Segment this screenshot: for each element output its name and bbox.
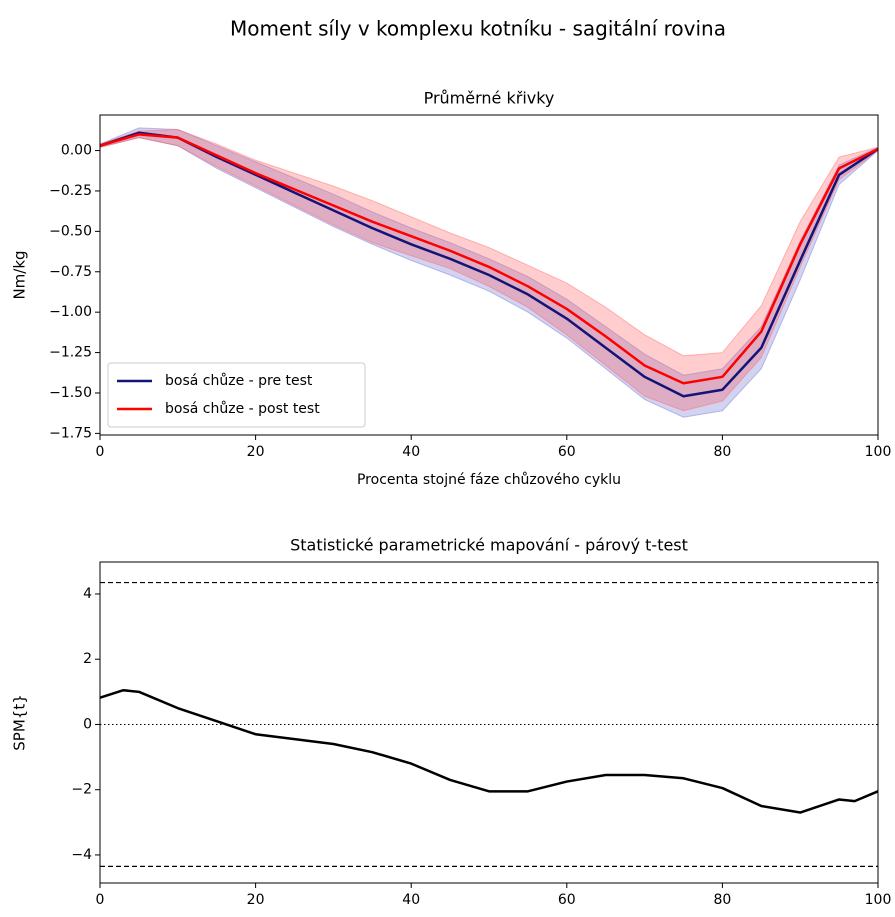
x-tick-label: 100 — [865, 444, 892, 460]
x-tick-label: 80 — [713, 444, 731, 460]
legend-label: bosá chůze - post test — [165, 401, 320, 417]
y-tick-label: −1.25 — [49, 345, 92, 361]
data-line — [99, 131, 879, 398]
axes-title: Průměrné křivky — [424, 89, 555, 108]
y-tick-label: −0.75 — [49, 264, 92, 280]
x-axis-label: Procenta stojné fáze chůzového cyklu — [357, 472, 621, 488]
y-tick-label: −4 — [71, 847, 92, 863]
y-axis-label: Nm/kg — [11, 250, 29, 299]
y-axis-label: SPM{t} — [11, 694, 29, 750]
y-tick-label: 2 — [83, 651, 92, 667]
x-tick-label: 0 — [96, 892, 105, 908]
x-tick-label: 100 — [865, 892, 892, 908]
x-tick-label: 40 — [402, 444, 420, 460]
x-tick-label: 20 — [247, 444, 265, 460]
legend-label: bosá chůze - pre test — [165, 373, 313, 389]
y-tick-label: −0.50 — [49, 223, 92, 239]
data-line — [99, 133, 879, 385]
x-tick-label: 80 — [713, 892, 731, 908]
x-tick-label: 0 — [96, 444, 105, 460]
y-tick-label: 0 — [83, 716, 92, 732]
y-tick-label: −1.00 — [49, 304, 92, 320]
axes-frame — [99, 114, 879, 436]
y-tick-label: 4 — [83, 586, 92, 602]
y-tick-label: −1.75 — [49, 425, 92, 441]
x-tick-label: 40 — [402, 892, 420, 908]
x-tick-label: 20 — [247, 892, 265, 908]
data-line — [99, 688, 879, 814]
legend-box — [107, 362, 366, 428]
y-tick-label: −0.25 — [49, 183, 92, 199]
axes-title: Statistické parametrické mapování - páro… — [290, 536, 688, 555]
y-tick-label: −1.50 — [49, 385, 92, 401]
x-tick-label: 60 — [558, 892, 576, 908]
axes-frame — [99, 561, 879, 884]
y-tick-label: −2 — [71, 782, 92, 798]
y-tick-label: 0.00 — [61, 143, 92, 159]
figure-title: Moment síly v komplexu kotníku - sagitál… — [230, 17, 726, 41]
x-tick-label: 60 — [558, 444, 576, 460]
